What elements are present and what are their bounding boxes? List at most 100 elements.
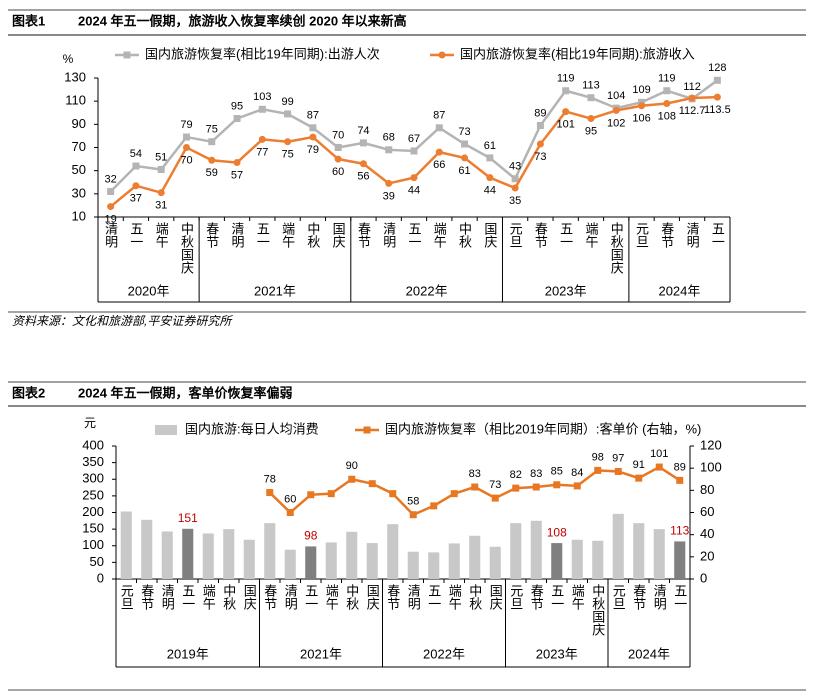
y2-tick-label: 80 (700, 482, 714, 497)
x-tick-label: 春节 (529, 584, 544, 610)
point (389, 490, 397, 498)
data-label: 75 (281, 149, 293, 161)
y-tick-label: 0 (97, 570, 104, 585)
point (348, 475, 356, 483)
data-label: 87 (307, 110, 319, 122)
x-tick-label: 清明 (283, 584, 298, 611)
x-tick-label: 端午 (201, 584, 216, 610)
point (511, 175, 519, 183)
point (157, 166, 165, 174)
x-tick-label: 春节 (356, 222, 371, 248)
data-label: 98 (304, 529, 318, 543)
point (385, 179, 393, 187)
data-label: 95 (585, 125, 597, 137)
point (233, 159, 241, 167)
data-label: 83 (469, 468, 481, 480)
data-label: 74 (357, 125, 369, 137)
point (562, 108, 570, 116)
point (676, 476, 684, 484)
data-label: 98 (592, 451, 604, 463)
x-tick-label: 清明 (160, 584, 175, 611)
y2-tick-label: 60 (700, 504, 714, 519)
legend-label: 国内旅游恢复率（相比2019年同期）:客单价 (右轴，%) (385, 421, 701, 436)
bar (674, 541, 686, 579)
data-label: 112 (683, 81, 701, 93)
bar (346, 531, 358, 579)
data-label: 73 (458, 126, 470, 138)
data-label: 67 (408, 133, 420, 145)
y2-tick-label: 20 (700, 548, 714, 563)
data-label: 35 (509, 195, 521, 207)
bar (551, 543, 563, 579)
x-tick-label: 国庆 (482, 222, 497, 248)
data-label: 103 (253, 91, 271, 103)
x-tick-label: 中秋 (344, 584, 359, 610)
x-tick-label: 中秋国庆 (590, 584, 605, 636)
data-label: 56 (357, 171, 369, 183)
point (450, 490, 458, 498)
point (713, 93, 721, 101)
x-tick-label: 五一 (549, 584, 564, 610)
data-label: 51 (155, 151, 167, 163)
x-tick-label: 端午 (154, 222, 169, 248)
group-label: 2019年 (167, 646, 209, 661)
point (233, 115, 241, 123)
x-tick-label: 元旦 (611, 584, 626, 610)
point (655, 463, 663, 471)
y-tick-label: 90 (72, 116, 86, 131)
bar (653, 529, 665, 579)
point (471, 483, 479, 491)
x-tick-label: 元旦 (508, 584, 523, 610)
bar (510, 523, 522, 579)
point (435, 148, 443, 156)
data-label: 113 (670, 524, 689, 538)
data-label: 73 (489, 479, 501, 491)
point (208, 156, 216, 164)
point (573, 482, 581, 490)
data-label: 108 (547, 525, 567, 539)
legend-marker (363, 426, 371, 434)
data-label: 104 (607, 90, 625, 102)
data-label: 78 (264, 473, 276, 485)
y-tick-label: 350 (82, 454, 104, 469)
point (536, 121, 544, 129)
x-tick-label: 清明 (652, 584, 667, 611)
data-label: 151 (178, 511, 198, 525)
point (532, 483, 540, 491)
point (258, 105, 266, 113)
x-tick-label: 国庆 (331, 222, 346, 248)
group-label: 2022年 (406, 283, 448, 298)
bar (202, 533, 214, 579)
data-label: 95 (231, 100, 243, 112)
point (107, 188, 115, 196)
data-label: 61 (484, 140, 496, 152)
group-label: 2021年 (254, 283, 296, 298)
x-tick-label: 春节 (262, 584, 277, 610)
y-tick-label: 200 (82, 504, 104, 519)
point (157, 189, 165, 197)
data-label: 70 (332, 129, 344, 141)
x-tick-label: 中秋 (457, 222, 472, 248)
data-label: 32 (105, 173, 117, 185)
point (359, 139, 367, 147)
y-tick-label: 250 (82, 487, 104, 502)
x-tick-label: 中秋 (221, 584, 236, 610)
point (663, 99, 671, 107)
x-tick-label: 五一 (128, 222, 143, 248)
x-tick-label: 清明 (381, 222, 396, 249)
point (536, 140, 544, 148)
point (594, 466, 602, 474)
bar (633, 523, 645, 579)
data-label: 77 (256, 146, 268, 158)
y-tick-label: 400 (82, 437, 104, 452)
y-tick-label: 10 (72, 208, 86, 223)
group-label: 2023年 (545, 283, 587, 298)
source-note: 资料来源：文化和旅游部,平安证券研究所 (12, 314, 233, 328)
point (132, 182, 140, 190)
data-label: 91 (633, 459, 645, 471)
point (614, 467, 622, 475)
point (284, 138, 292, 146)
point (284, 110, 292, 118)
y-tick-label: 100 (82, 537, 104, 552)
